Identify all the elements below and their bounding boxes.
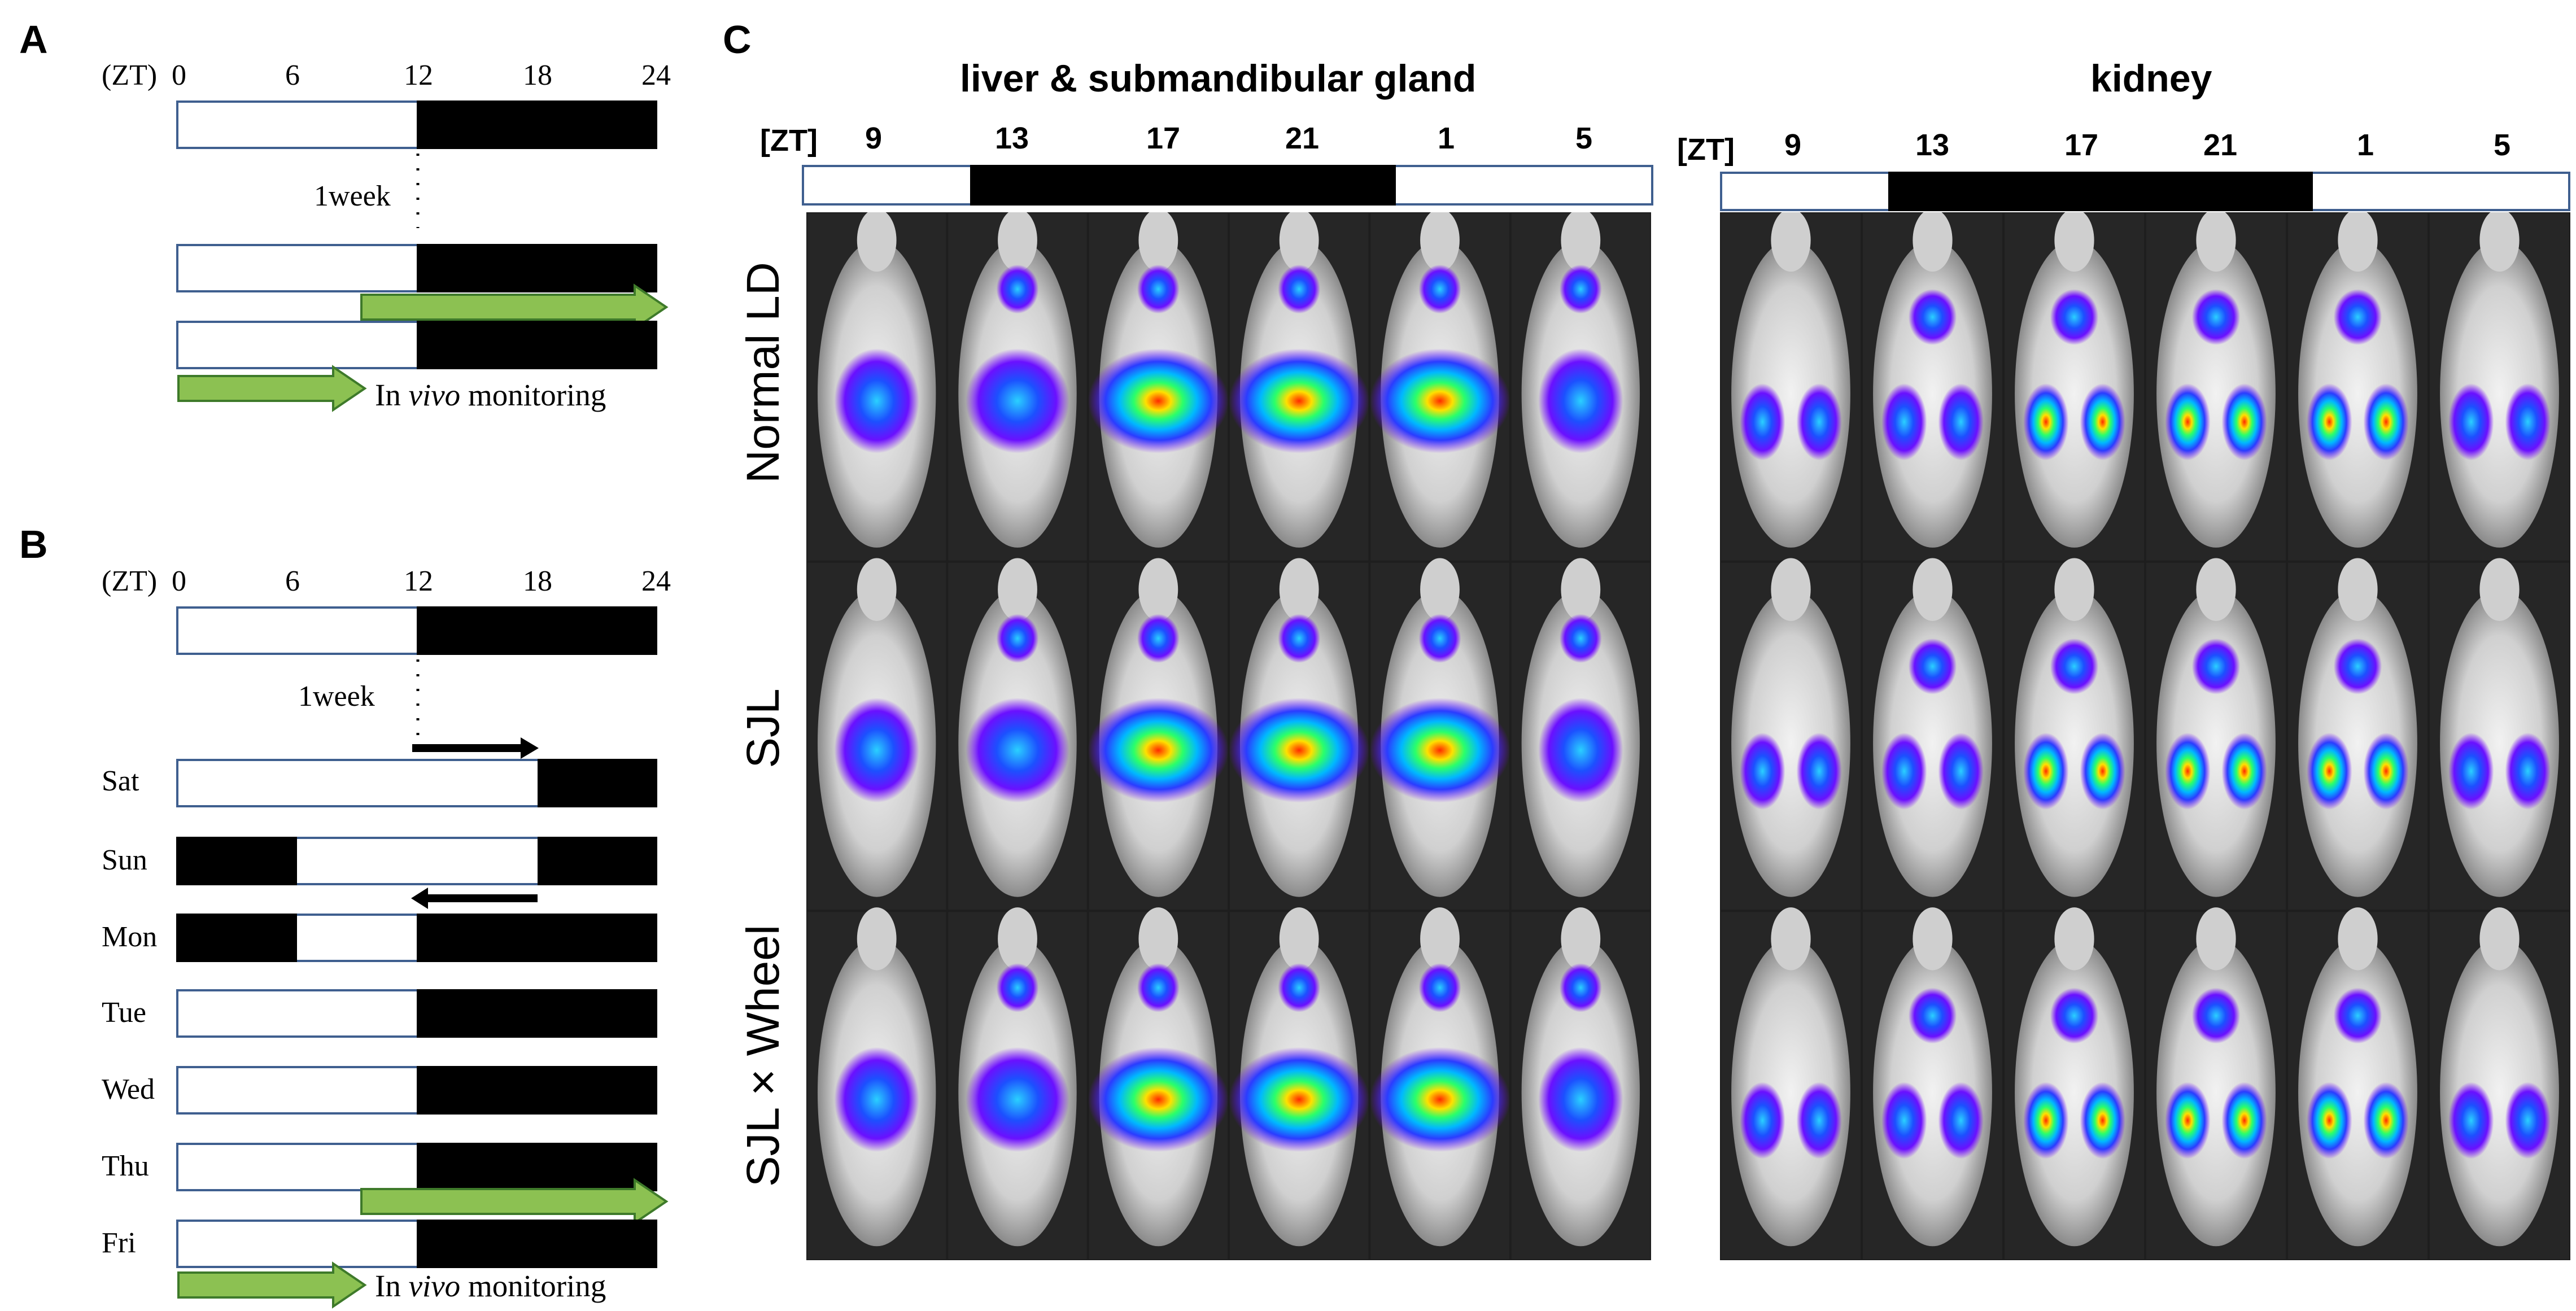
panel-a-tick-12: 12	[404, 59, 433, 91]
mouse-image-left-normal-ld-zt5	[1511, 208, 1650, 561]
right-zt-1: 1	[2357, 128, 2374, 162]
left-zt-1: 1	[1438, 121, 1455, 155]
mouse-image-left-sjl-zt1	[1369, 558, 1510, 910]
right-zt-21: 21	[2203, 128, 2238, 162]
panel-c-letter: C	[723, 18, 752, 62]
panel-b-tick-6: 6	[285, 565, 300, 597]
right-zt-label: [ZT]	[1677, 133, 1735, 167]
green-right-arrow-icon	[177, 365, 367, 412]
row-label-sjl-wheel: SJL × Wheel	[737, 924, 789, 1187]
panel-b-zt-label: (ZT)	[102, 565, 158, 597]
mouse-image-left-sjl-wheel-zt21	[1229, 907, 1370, 1259]
day-label-sun: Sun	[102, 844, 147, 876]
day-label-sat: Sat	[102, 765, 139, 797]
green-right-arrow-icon	[360, 283, 669, 331]
right-image-grid-svg	[1721, 208, 2569, 1259]
mouse-image-right-normal-ld-zt21	[2146, 208, 2286, 561]
right-zt-5: 5	[2494, 128, 2511, 162]
right-zt-17: 17	[2064, 128, 2099, 162]
panel-a-tick-24: 24	[641, 59, 671, 91]
panel-a-tick-0: 0	[172, 59, 186, 91]
panel-a-zt-label: (ZT)	[102, 59, 158, 91]
mouse-image-right-sjl-zt5	[2430, 558, 2569, 910]
mouse-image-left-normal-ld-zt13	[948, 208, 1087, 561]
green-right-arrow-icon	[177, 1261, 367, 1309]
panel-a-dotted-line	[416, 154, 420, 228]
mouse-image-left-normal-ld-zt17	[1088, 208, 1229, 561]
panel-b-tick-0: 0	[172, 565, 186, 597]
left-mouse-image-grid	[806, 208, 1651, 1260]
black-right-arrow-icon	[412, 737, 539, 759]
mouse-image-right-sjl-zt17	[2005, 558, 2144, 910]
day-label-fri: Fri	[102, 1227, 136, 1259]
right-zt-9: 9	[1784, 128, 1802, 162]
mouse-image-left-normal-ld-zt9	[807, 208, 946, 561]
mouse-image-left-sjl-zt17	[1088, 558, 1229, 910]
left-zt-21: 21	[1285, 121, 1320, 155]
day-label-mon: Mon	[102, 921, 158, 953]
mouse-image-left-sjl-wheel-zt13	[948, 907, 1087, 1259]
black-left-arrow-icon	[411, 888, 538, 909]
mouse-image-right-sjl-wheel-zt5	[2430, 907, 2569, 1259]
left-zt-9: 9	[865, 121, 883, 155]
mouse-image-right-normal-ld-zt1	[2288, 208, 2427, 561]
row-label-sjl: SJL	[737, 688, 789, 768]
day-label-thu: Thu	[102, 1150, 149, 1182]
mouse-image-right-sjl-zt13	[1863, 558, 2002, 910]
mouse-image-left-sjl-wheel-zt1	[1369, 907, 1510, 1259]
mouse-image-left-sjl-zt13	[948, 558, 1087, 910]
panel-a-tick-6: 6	[285, 59, 300, 91]
row-label-normal-ld: Normal LD	[737, 262, 789, 483]
panel-b-tick-24: 24	[641, 565, 671, 597]
mouse-image-right-sjl-wheel-zt13	[1863, 907, 2002, 1259]
mouse-image-right-sjl-zt21	[2146, 558, 2286, 910]
mouse-image-right-normal-ld-zt17	[2005, 208, 2144, 561]
mouse-image-left-sjl-wheel-zt9	[807, 907, 946, 1259]
panel-b-tick-18: 18	[523, 565, 552, 597]
day-label-tue: Tue	[102, 997, 147, 1029]
left-zt-13: 13	[995, 121, 1029, 155]
right-zt-13: 13	[1915, 128, 1950, 162]
right-group-title: kidney	[2090, 57, 2212, 100]
panel-a-tick-18: 18	[523, 59, 552, 91]
left-zt-5: 5	[1575, 121, 1593, 155]
panel-b-dotted-line	[416, 659, 420, 740]
panel-b-letter: B	[19, 522, 48, 566]
mouse-image-right-sjl-wheel-zt1	[2288, 907, 2427, 1259]
panel-a-caption: In vivo monitoring	[375, 378, 606, 412]
panel-b-tick-12: 12	[404, 565, 433, 597]
mouse-image-right-normal-ld-zt9	[1721, 208, 1861, 561]
green-right-arrow-icon	[360, 1178, 669, 1225]
panel-a-letter: A	[19, 18, 48, 62]
mouse-image-right-sjl-wheel-zt21	[2146, 907, 2286, 1259]
right-mouse-image-grid	[1720, 208, 2570, 1260]
day-label-wed: Wed	[102, 1073, 155, 1105]
mouse-image-left-sjl-wheel-zt5	[1511, 907, 1650, 1259]
mouse-image-left-sjl-wheel-zt17	[1088, 907, 1229, 1259]
mouse-image-right-normal-ld-zt5	[2430, 208, 2569, 561]
left-group-title: liver & submandibular gland	[960, 57, 1477, 100]
mouse-image-right-sjl-zt9	[1721, 558, 1861, 910]
panel-b-caption: In vivo monitoring	[375, 1269, 606, 1303]
mouse-image-left-sjl-zt9	[807, 558, 946, 910]
mouse-image-right-normal-ld-zt13	[1863, 208, 2002, 561]
mouse-image-right-sjl-wheel-zt17	[2005, 907, 2144, 1259]
panel-a-interval-label: 1week	[314, 180, 391, 212]
left-zt-17: 17	[1146, 121, 1181, 155]
left-zt-label: [ZT]	[760, 124, 818, 158]
panel-b-interval-label: 1week	[298, 680, 375, 713]
mouse-image-right-sjl-zt1	[2288, 558, 2427, 910]
mouse-image-right-sjl-wheel-zt9	[1721, 907, 1861, 1259]
mouse-image-left-normal-ld-zt21	[1229, 208, 1370, 561]
mouse-image-left-normal-ld-zt1	[1369, 208, 1510, 561]
left-image-grid-svg	[807, 208, 1650, 1259]
mouse-image-left-sjl-zt5	[1511, 558, 1650, 910]
mouse-image-left-sjl-zt21	[1229, 558, 1370, 910]
